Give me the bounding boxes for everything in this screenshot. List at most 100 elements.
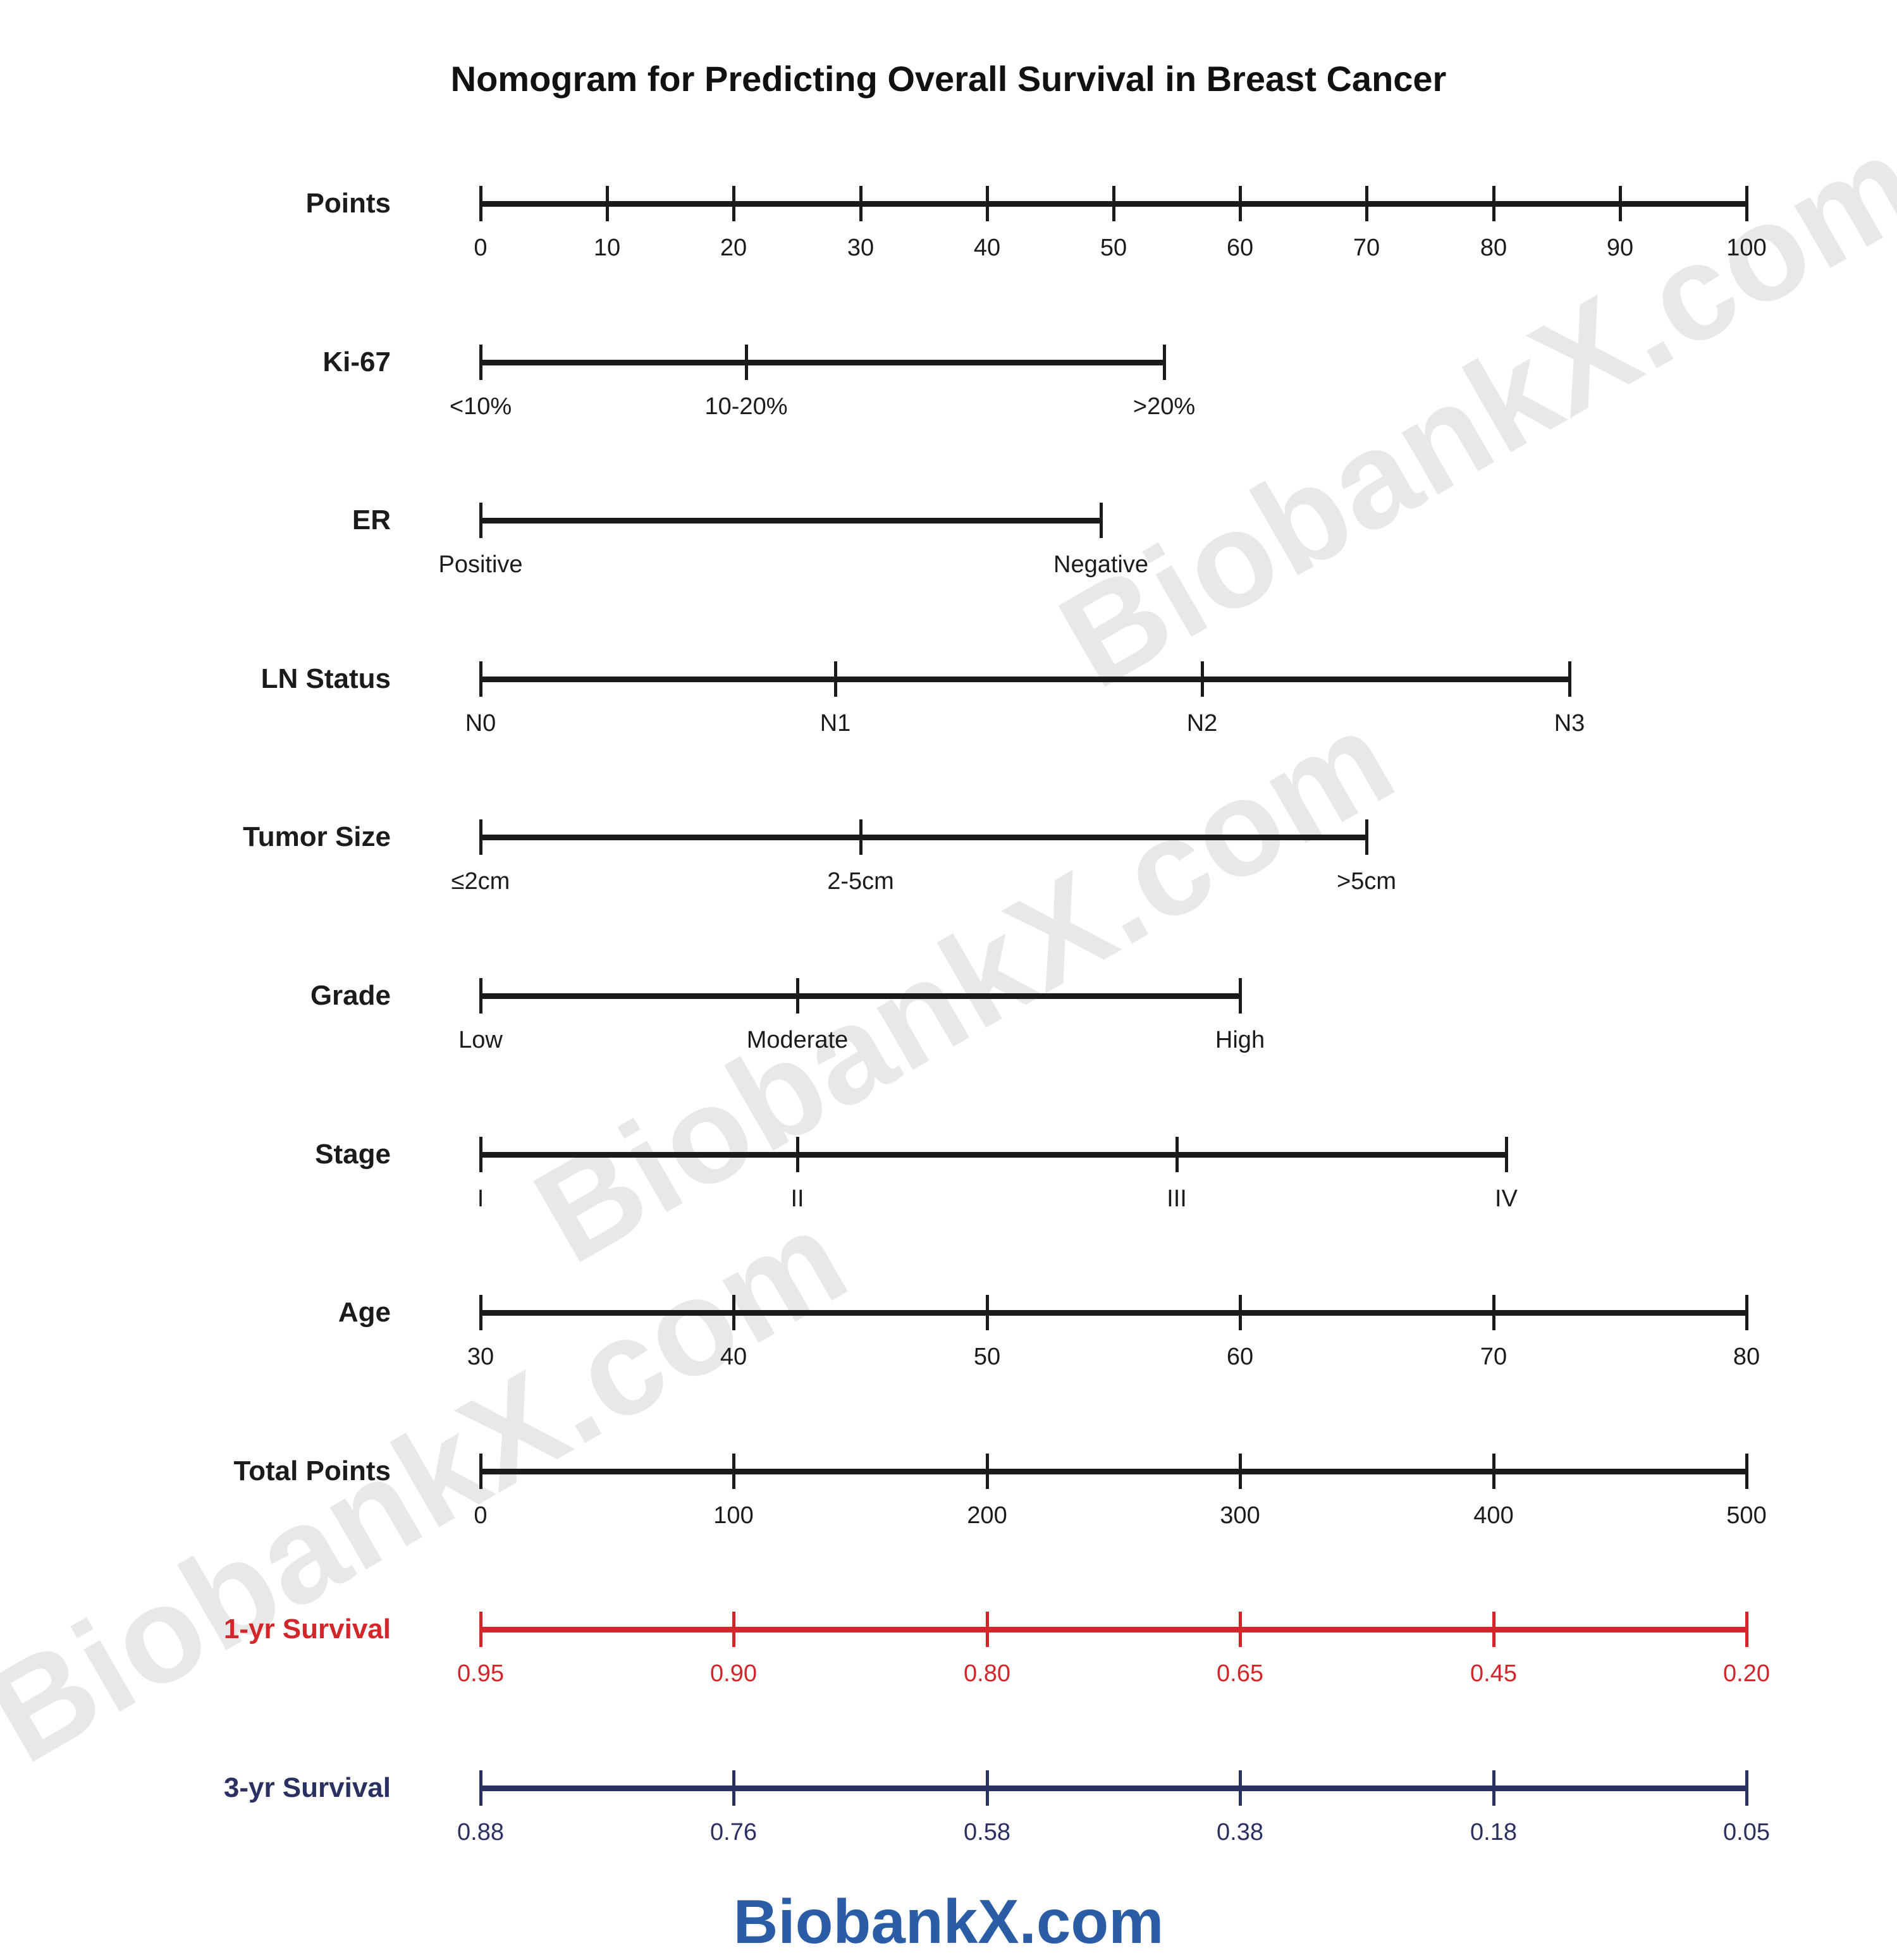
tick-mark xyxy=(1163,345,1166,380)
tick-label: I xyxy=(477,1185,484,1212)
tick-mark xyxy=(732,1612,735,1647)
tick-mark xyxy=(479,1770,482,1806)
axis-name-survival-3yr: 3-yr Survival xyxy=(223,1772,391,1803)
tick-label: >5cm xyxy=(1337,868,1396,895)
axis-name-ln-status: LN Status xyxy=(261,663,391,694)
tick-mark xyxy=(796,978,799,1014)
tick-label: N2 xyxy=(1186,710,1218,737)
tick-label: <10% xyxy=(449,393,512,420)
axis-line-age xyxy=(479,1310,1748,1316)
tick-mark xyxy=(1568,661,1571,697)
tick-mark xyxy=(606,186,609,221)
tick-mark xyxy=(1745,1770,1748,1806)
tick-mark xyxy=(1239,1770,1242,1806)
tick-label: 0.95 xyxy=(457,1660,504,1687)
axis-line-tumor-size xyxy=(479,835,1368,840)
tick-mark xyxy=(986,186,989,221)
tick-label: Moderate xyxy=(746,1027,849,1053)
tick-mark xyxy=(1492,186,1495,221)
tick-label: 0.88 xyxy=(457,1819,504,1846)
tick-mark xyxy=(1365,819,1368,855)
tick-mark xyxy=(1239,1454,1242,1489)
tick-mark xyxy=(732,1454,735,1489)
tick-mark xyxy=(479,1295,482,1330)
tick-label: 70 xyxy=(1353,235,1380,261)
tick-mark xyxy=(479,1612,482,1647)
tick-mark xyxy=(1492,1770,1495,1806)
watermark-diagonal: BiobankX.com xyxy=(510,680,1418,1292)
tick-label: ≤2cm xyxy=(451,868,510,895)
axis-name-grade: Grade xyxy=(310,980,391,1011)
tick-mark xyxy=(1239,1612,1242,1647)
tick-mark xyxy=(859,186,863,221)
axis-line-ki67 xyxy=(479,360,1165,365)
axis-line-ln-status xyxy=(479,677,1571,682)
tick-mark xyxy=(1505,1137,1508,1172)
axis-line-er xyxy=(479,518,1102,524)
chart-title: Nomogram for Predicting Overall Survival… xyxy=(450,59,1447,99)
tick-label: 400 xyxy=(1473,1502,1514,1529)
tick-mark xyxy=(986,1770,989,1806)
tick-label: 0 xyxy=(474,1502,488,1529)
axis-name-er: ER xyxy=(352,505,391,536)
tick-label: 0.05 xyxy=(1723,1819,1770,1846)
axis-name-tumor-size: Tumor Size xyxy=(243,821,391,852)
tick-label: 90 xyxy=(1606,235,1634,261)
tick-mark xyxy=(986,1612,989,1647)
tick-mark xyxy=(796,1137,799,1172)
tick-label: Positive xyxy=(438,551,523,578)
tick-mark xyxy=(479,1137,482,1172)
axis-line-survival-1yr xyxy=(479,1627,1748,1632)
tick-mark xyxy=(1239,1295,1242,1330)
tick-mark xyxy=(479,1454,482,1489)
tick-mark xyxy=(1365,186,1368,221)
tick-mark xyxy=(1492,1454,1495,1489)
axis-name-stage: Stage xyxy=(315,1139,391,1170)
axis-name-ki67: Ki-67 xyxy=(322,346,391,377)
tick-label: 2-5cm xyxy=(827,868,894,895)
axis-line-total-points xyxy=(479,1469,1748,1474)
brand-logo: BiobankX.com xyxy=(733,1887,1164,1956)
tick-label: Negative xyxy=(1053,551,1148,578)
tick-label: 50 xyxy=(1100,235,1127,261)
tick-mark xyxy=(732,1295,735,1330)
axis-line-grade xyxy=(479,993,1241,999)
tick-label: 80 xyxy=(1480,235,1507,261)
tick-label: 500 xyxy=(1726,1502,1767,1529)
tick-mark xyxy=(834,661,837,697)
axis-name-age: Age xyxy=(338,1297,391,1328)
tick-label: 60 xyxy=(1226,1344,1254,1370)
tick-label: 20 xyxy=(720,235,747,261)
tick-label: 40 xyxy=(720,1344,747,1370)
tick-label: 0 xyxy=(474,235,488,261)
axis-line-stage xyxy=(479,1152,1507,1158)
tick-mark xyxy=(1492,1612,1495,1647)
tick-label: 100 xyxy=(1726,235,1767,261)
tick-label: 60 xyxy=(1226,235,1254,261)
tick-mark xyxy=(859,819,863,855)
tick-label: 50 xyxy=(973,1344,1001,1370)
tick-label: 70 xyxy=(1480,1344,1507,1370)
tick-mark xyxy=(1745,1454,1748,1489)
tick-label: 30 xyxy=(467,1344,494,1370)
tick-label: 0.20 xyxy=(1723,1660,1770,1687)
tick-mark xyxy=(1745,186,1748,221)
tick-label: N3 xyxy=(1554,710,1585,737)
tick-mark xyxy=(1176,1137,1179,1172)
axis-name-survival-1yr: 1-yr Survival xyxy=(223,1614,391,1645)
tick-label: N0 xyxy=(465,710,496,737)
tick-mark xyxy=(1745,1295,1748,1330)
tick-label: N1 xyxy=(820,710,851,737)
tick-label: 40 xyxy=(973,235,1001,261)
tick-mark xyxy=(1239,186,1242,221)
tick-mark xyxy=(479,819,482,855)
tick-label: 0.76 xyxy=(710,1819,757,1846)
tick-label: 200 xyxy=(967,1502,1007,1529)
axis-line-survival-3yr xyxy=(479,1785,1748,1791)
tick-mark xyxy=(986,1295,989,1330)
tick-mark xyxy=(479,503,482,538)
tick-label: 30 xyxy=(847,235,875,261)
tick-mark xyxy=(1745,1612,1748,1647)
tick-mark xyxy=(745,345,748,380)
tick-label: II xyxy=(790,1185,804,1212)
